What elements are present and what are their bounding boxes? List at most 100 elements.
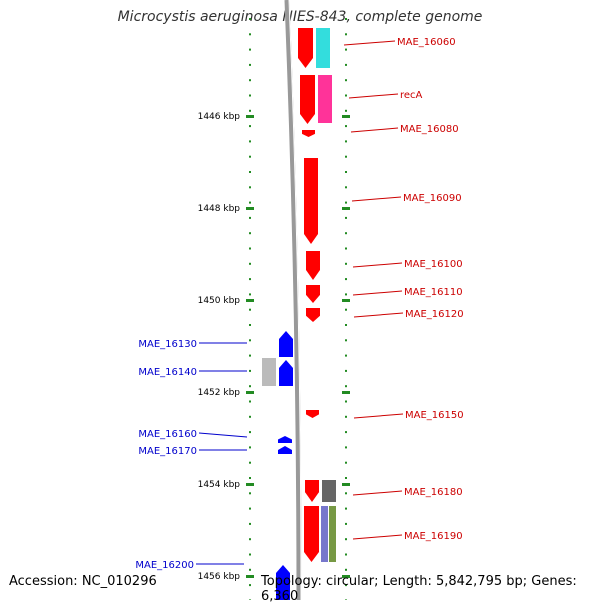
- outer-tick-dot: [345, 201, 347, 204]
- reverse-gene-arrow: [279, 360, 293, 386]
- forward-gene-label: MAE_16100: [404, 259, 463, 270]
- scale-label: 1446 kbp: [198, 112, 241, 122]
- inner-tick-dot: [249, 507, 251, 510]
- forward-label-leader: [353, 413, 404, 419]
- outer-tick-dot: [345, 94, 347, 97]
- forward-gene-label: MAE_16120: [405, 309, 464, 320]
- forward-gene-arrow: [298, 28, 313, 68]
- inner-tick-dot: [249, 461, 251, 464]
- outer-tick-dot: [345, 216, 347, 219]
- inner-tick-dot: [249, 63, 251, 66]
- forward-gene-arrow: [304, 506, 319, 562]
- inner-tick-dot: [249, 553, 251, 556]
- forward-gene-label: MAE_16090: [403, 193, 462, 204]
- outer-tick-dot: [345, 293, 347, 296]
- inner-tick-dot: [249, 293, 251, 296]
- forward-gene-label: MAE_16110: [404, 287, 463, 298]
- reverse-gene-label: MAE_16160: [138, 429, 197, 440]
- forward-gene-label: MAE_16080: [400, 124, 459, 135]
- outer-tick-dot: [345, 79, 347, 82]
- inner-tick-dot: [249, 140, 251, 143]
- forward-gene-arrow: [306, 308, 320, 322]
- outer-tick-dot: [345, 247, 347, 250]
- genome-backbone: [284, 0, 302, 600]
- forward-gene-label: MAE_16060: [397, 37, 456, 48]
- forward-label-leader: [350, 127, 399, 133]
- map-title: Microcystis aeruginosa NIES-843, complet…: [117, 9, 483, 25]
- scale-tick-inner: [246, 483, 254, 486]
- inner-tick-dot: [249, 415, 251, 418]
- scale-tick-outer: [342, 483, 350, 486]
- forward-label-leader: [348, 93, 399, 99]
- inner-tick-dot: [249, 308, 251, 311]
- reverse-gene-arrow: [278, 436, 292, 443]
- forward-label-leader: [352, 290, 403, 296]
- inner-tick-dot: [249, 216, 251, 219]
- scale-label: 1454 kbp: [198, 480, 241, 490]
- outer-tick-dot: [345, 262, 347, 265]
- scale-tick-outer: [342, 575, 350, 578]
- scale-tick-outer: [342, 115, 350, 118]
- scale-tick-inner: [246, 115, 254, 118]
- outer-tick-dot: [345, 324, 347, 326]
- reverse-gene-arrow: [278, 446, 292, 454]
- outer-tick-dot: [345, 568, 347, 571]
- forward-gene-arrow: [306, 251, 320, 280]
- outer-tick-dot: [345, 140, 347, 143]
- reverse-label-leader: [198, 432, 248, 438]
- outer-tick-dot: [345, 278, 347, 281]
- forward-gene-label: MAE_16150: [405, 410, 464, 421]
- outer-tick-dot: [345, 155, 347, 158]
- feature-dark-grey-block: [322, 480, 336, 502]
- forward-gene-label: MAE_16180: [404, 487, 463, 498]
- inner-tick-dot: [249, 431, 251, 434]
- inner-tick-dot: [249, 48, 251, 51]
- scale-tick-outer: [342, 299, 350, 302]
- inner-tick-dot: [249, 232, 251, 235]
- feature-magenta-block: [318, 75, 332, 123]
- outer-tick-dot: [345, 400, 347, 403]
- outer-tick-dot: [345, 171, 347, 173]
- reverse-gene-label: MAE_16140: [138, 367, 197, 378]
- outer-tick-dot: [345, 553, 347, 556]
- inner-tick-dot: [249, 18, 251, 20]
- scale-tick-inner: [246, 299, 254, 302]
- forward-gene-label: MAE_16190: [404, 531, 463, 542]
- forward-gene-arrow: [305, 480, 319, 502]
- forward-label-leader: [352, 262, 403, 268]
- outer-tick-dot: [345, 461, 347, 464]
- outer-tick-dot: [345, 48, 347, 51]
- outer-tick-dot: [345, 232, 347, 235]
- inner-tick-dot: [249, 94, 251, 97]
- outer-tick-dot: [345, 431, 347, 434]
- scale-tick-inner: [246, 391, 254, 394]
- forward-label-leader: [352, 490, 403, 496]
- outer-tick-dot: [345, 415, 347, 418]
- inner-tick-dot: [249, 477, 251, 479]
- scale-label: 1452 kbp: [198, 388, 241, 398]
- feature-purple-block: [321, 506, 328, 562]
- reverse-gene-arrow: [279, 331, 293, 357]
- inner-tick-dot: [249, 125, 251, 128]
- accession-text: Accession: NC_010296: [9, 574, 157, 589]
- inner-tick-dot: [249, 109, 251, 112]
- inner-tick-dot: [249, 369, 251, 372]
- outer-tick-dot: [345, 507, 347, 510]
- feature-grey-block: [262, 358, 276, 386]
- reverse-gene-label: MAE_16170: [138, 446, 197, 457]
- outer-tick-dot: [345, 186, 347, 189]
- inner-tick-dot: [249, 247, 251, 250]
- scale-label: 1456 kbp: [198, 572, 241, 582]
- outer-tick-dot: [345, 538, 347, 541]
- outer-tick-dot: [345, 339, 347, 342]
- genome-backbone-highlight: [288, 0, 302, 600]
- inner-tick-dot: [249, 354, 251, 357]
- inner-tick-dot: [249, 492, 251, 495]
- inner-tick-dot: [249, 538, 251, 541]
- forward-gene-arrow: [304, 158, 318, 244]
- inner-tick-dot: [249, 584, 251, 587]
- feature-cyan-block: [316, 28, 330, 68]
- outer-tick-dot: [345, 369, 347, 372]
- outer-tick-dot: [345, 446, 347, 449]
